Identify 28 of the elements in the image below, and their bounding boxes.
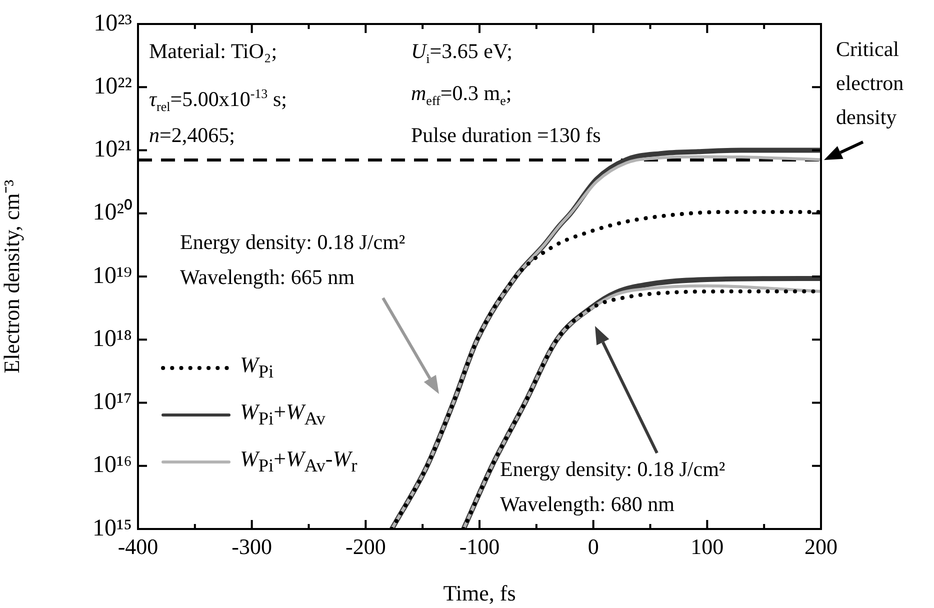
y-tick-label: 10¹⁶ xyxy=(92,452,132,478)
y-tick-label: 10¹⁷ xyxy=(92,389,132,416)
x-tick-label: -100 xyxy=(459,534,500,559)
annotation: m$_{eff}$=0.3 m$_{e}$; xyxy=(411,80,512,110)
annotation: τ$_{rel}$=5.00x10$^{-13}$ s; xyxy=(149,85,287,116)
annotation: U$_{i}$=3.65 eV; xyxy=(411,38,512,68)
y-tick-label: 10¹⁹ xyxy=(92,262,132,289)
y-axis-title: Electron density, cm⁻³ xyxy=(0,179,24,374)
y-tick-label: 10²¹ xyxy=(94,136,132,163)
y-tick-label: 10²⁰ xyxy=(92,198,132,226)
annotation: Pulse duration =130 fs xyxy=(411,122,601,149)
annotation: n=2,4065; xyxy=(149,122,235,149)
x-tick-label: -200 xyxy=(346,534,386,559)
text: Critical electron density xyxy=(836,36,905,131)
x-tick-label: 200 xyxy=(804,534,838,559)
x-tick-label: 100 xyxy=(690,534,724,559)
y-tick-label: 10²² xyxy=(94,73,132,100)
legend-label: W$_{Pi}$+W$_{Av}$-W$_{r}$ xyxy=(240,446,358,477)
annotation: Energy density: 0.18 J/cm² Wavelength: 665 nm xyxy=(180,229,406,291)
y-tick-label: 10¹⁸ xyxy=(92,326,132,352)
x-axis-title: Time, fs xyxy=(443,580,516,606)
x-tick-label: -300 xyxy=(232,534,272,559)
x-tick-label: 0 xyxy=(588,534,599,559)
legend-label: W$_{Pi}$+W$_{Av}$ xyxy=(240,399,326,430)
annotation: Energy density: 0.18 J/cm² Wavelength: 680 nm xyxy=(500,456,726,518)
legend-label: W$_{Pi}$ xyxy=(240,352,274,382)
y-tick-label: 10²³ xyxy=(94,10,132,36)
annotation: Material: TiO₂; xyxy=(149,38,278,65)
